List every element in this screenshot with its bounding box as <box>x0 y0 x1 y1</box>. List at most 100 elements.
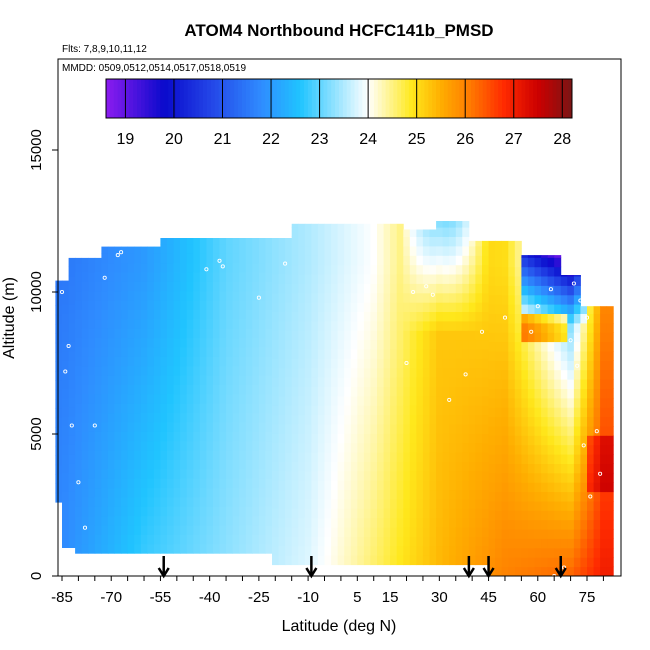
heatmap-cell <box>160 431 168 442</box>
heatmap-cell <box>121 384 129 395</box>
heatmap-cell <box>278 508 286 519</box>
heatmap-cell <box>68 257 76 267</box>
heatmap-cell <box>455 330 463 341</box>
heatmap-cell <box>357 461 365 472</box>
heatmap-cell <box>449 377 457 387</box>
heatmap-cell <box>226 356 234 367</box>
heatmap-cell <box>75 347 83 357</box>
heatmap-cell <box>547 379 555 389</box>
heatmap-cell <box>226 365 234 376</box>
heatmap-cell <box>344 377 352 387</box>
heatmap-cell <box>55 371 63 381</box>
heatmap-cell <box>396 292 404 303</box>
heatmap-cell <box>285 339 293 350</box>
heatmap-cell <box>475 555 483 566</box>
observation-point <box>76 480 81 485</box>
heatmap-cell <box>396 302 404 312</box>
colorbar-segment <box>568 79 573 118</box>
heatmap-cell <box>55 389 63 400</box>
heatmap-cell <box>442 555 450 566</box>
heatmap-cell <box>94 515 102 526</box>
heatmap-cell <box>239 497 247 507</box>
heatmap-cell <box>75 459 83 470</box>
observation-point <box>463 372 468 377</box>
heatmap-cell <box>291 480 299 491</box>
heatmap-cell <box>403 246 411 256</box>
heatmap-cell <box>180 543 188 554</box>
heatmap-cell <box>422 536 430 547</box>
heatmap-cell <box>455 321 463 331</box>
heatmap-cell <box>127 347 135 357</box>
heatmap-cell <box>226 300 234 310</box>
heatmap-cell <box>593 407 601 418</box>
heatmap-cell <box>383 292 391 303</box>
heatmap-cell <box>219 253 227 264</box>
heatmap-cell <box>134 384 142 395</box>
heatmap-cell <box>514 454 522 464</box>
heatmap-cell <box>68 472 76 483</box>
heatmap-cell <box>468 424 476 434</box>
heatmap-cell <box>285 480 293 491</box>
heatmap-cell <box>449 330 457 341</box>
heatmap-cell <box>554 332 562 343</box>
heatmap-cell <box>534 397 542 408</box>
heatmap-cell <box>272 452 279 462</box>
heatmap-cell <box>403 508 411 519</box>
heatmap-cell <box>232 290 240 301</box>
heatmap-cell <box>403 461 411 472</box>
heatmap-cell <box>514 360 522 371</box>
heatmap-cell <box>265 422 273 432</box>
heatmap-cell <box>140 281 148 292</box>
heatmap-cell <box>508 397 516 408</box>
heatmap-cell <box>482 395 489 406</box>
heatmap-cell <box>75 356 83 367</box>
heatmap-cell <box>331 311 339 322</box>
heatmap-cell <box>541 472 549 483</box>
heatmap-cell <box>239 328 247 339</box>
heatmap-cell <box>560 482 568 493</box>
heatmap-cell <box>508 285 516 296</box>
heatmap-cell <box>75 534 83 545</box>
heatmap-cell <box>252 440 260 451</box>
observation-point <box>63 369 68 374</box>
heatmap-cell <box>88 347 96 357</box>
heatmap-cell <box>429 349 437 359</box>
heatmap-cell <box>265 403 273 414</box>
heatmap-cell <box>239 365 247 376</box>
heatmap-cell <box>606 379 614 389</box>
heatmap-cell <box>94 525 102 535</box>
heatmap-cell <box>396 452 404 462</box>
heatmap-cell <box>390 414 398 425</box>
heatmap-cell <box>331 461 339 472</box>
heatmap-cell <box>580 538 588 549</box>
heatmap-cell <box>265 440 273 451</box>
heatmap-cell <box>357 283 365 294</box>
heatmap-cell <box>527 388 535 399</box>
heatmap-cell <box>245 412 253 423</box>
heatmap-cell <box>350 555 358 566</box>
colorbar-segment <box>474 79 480 118</box>
heatmap-cell <box>554 255 562 258</box>
heatmap-cell <box>186 450 194 460</box>
heatmap-cell <box>390 405 398 416</box>
heatmap-cell <box>475 433 483 444</box>
heatmap-cell <box>455 414 463 425</box>
heatmap-cell <box>285 470 293 481</box>
heatmap-cell <box>127 253 135 264</box>
heatmap-cell <box>265 487 273 498</box>
heatmap-cell <box>245 450 253 460</box>
heatmap-cell <box>475 480 483 491</box>
heatmap-cell <box>337 470 345 481</box>
heatmap-cell <box>245 290 253 301</box>
heatmap-cell <box>501 379 509 389</box>
heatmap-cell <box>409 527 417 537</box>
heatmap-cell <box>350 452 358 462</box>
heatmap-cell <box>534 304 542 314</box>
heatmap-cell <box>199 238 207 245</box>
heatmap-cell <box>193 478 201 489</box>
heatmap-cell <box>383 508 391 519</box>
heatmap-cell <box>547 360 555 371</box>
heatmap-cell <box>377 489 384 500</box>
heatmap-cell <box>140 515 148 526</box>
heatmap-cell <box>219 300 227 310</box>
